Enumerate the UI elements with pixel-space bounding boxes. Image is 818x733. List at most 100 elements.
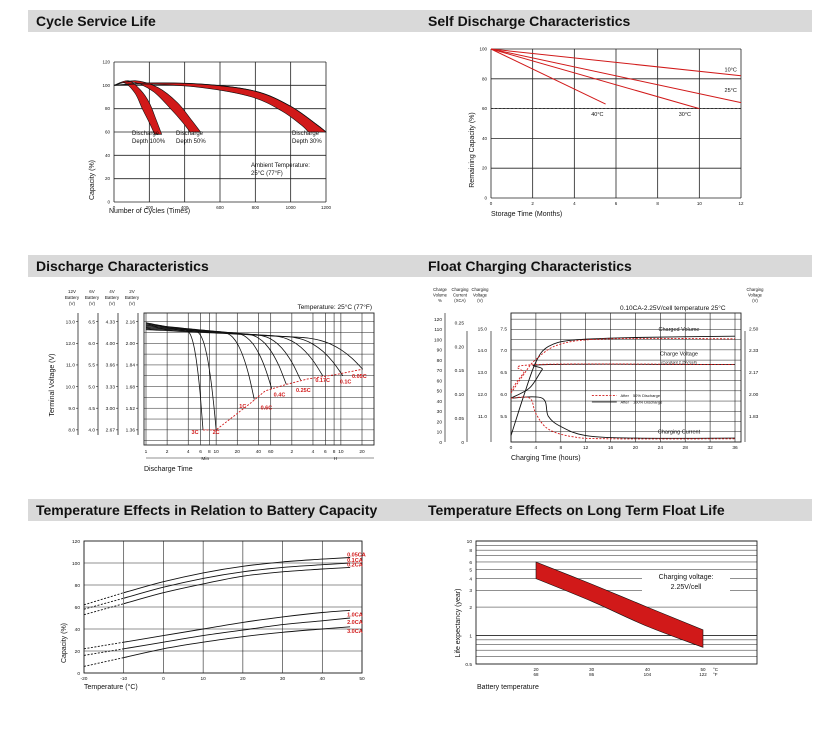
x-tick-label: 0 (162, 676, 165, 682)
x-tick-label: 0 (490, 201, 493, 206)
y-tick-label: 0 (107, 200, 110, 205)
x-tick-label: 12 (738, 201, 744, 206)
discharge-line-1 (490, 48, 742, 104)
scale-tick-label: 11.0 (66, 363, 75, 369)
series-label: 30°C (679, 112, 691, 118)
y-tick-label: 20 (482, 166, 488, 171)
series-label: Depth 100% (132, 139, 166, 145)
scale-header: 4V (109, 289, 115, 294)
capacity-curve-dashed-1 (83, 597, 124, 610)
legend-label: After (621, 393, 630, 398)
annotation-text: 0.10CA-2.25V/cell temperature 25°C (620, 304, 726, 312)
current-tick-label: 0.10 (455, 392, 465, 398)
volume-tick-label: 90 (437, 348, 443, 354)
scale-header: 2V (129, 289, 135, 294)
series-label: Depth 50% (176, 139, 206, 145)
x-axis-label: Charging Time (hours) (511, 455, 581, 462)
y-tick-label: 2 (469, 605, 472, 611)
rate-label: 2C (213, 430, 220, 436)
x-tick-label: 68 (533, 672, 539, 677)
annotation-box (642, 571, 730, 593)
x-tick-label: 30 (589, 667, 595, 672)
volume-tick-label: 110 (434, 327, 442, 333)
x-tick-label: 4 (187, 449, 190, 455)
temp-capacity-chart: -20 -10 0 10 20 30 40 500204060801001200.05CA0.… (61, 539, 366, 691)
right-tick-label: 2.17 (749, 370, 759, 376)
voltage-tick-label: 5.5 (500, 414, 507, 420)
x-tick-label: 8 (559, 445, 562, 451)
y-axis-label: Life expectancy (year) (455, 589, 462, 658)
x-tick-label: 8 (656, 201, 659, 206)
scale-header: (V) (69, 301, 76, 306)
volume-tick-label: 70 (437, 368, 443, 374)
series-label: 40°C (591, 112, 603, 118)
series-label: Discharge (292, 131, 320, 137)
self-discharge-title: Self Discharge Characteristics (420, 10, 812, 32)
y-tick-label: 8 (469, 548, 472, 554)
scale-tick-label: 5.0 (88, 384, 95, 390)
axis-header: Charge (433, 287, 447, 292)
x-tick-label: 0 (510, 445, 513, 451)
x-tick-label: 20 (633, 445, 639, 451)
axis-header: Charging (472, 287, 490, 292)
voltage-tick-label: 6.0 (500, 392, 507, 398)
capacity-curve-0 (123, 557, 351, 594)
y-tick-label: 60 (482, 106, 488, 111)
y-tick-label: 100 (479, 47, 487, 52)
scale-tick-label: 1.68 (126, 384, 136, 390)
y-tick-label: 60 (105, 130, 111, 135)
y-axis-label: Capacity (%) (89, 160, 96, 200)
right-tick-label: 2.50 (749, 326, 759, 332)
rate-label: 1C (239, 404, 246, 410)
charged-volume-red (510, 337, 736, 394)
y-tick-label: 10 (467, 539, 473, 545)
x-tick-label: 36 (732, 445, 738, 451)
x-tick-label: 4 (573, 201, 576, 206)
unit-label: Min (201, 456, 209, 462)
y-tick-label: 0.5 (465, 662, 472, 668)
float-charging-panel: Float Charging Characteristics 0 4 8 12 16 20… (420, 255, 812, 462)
scale-tick-label: 3.00 (106, 406, 116, 412)
float-life-chart: 0.5123456810206830864010450122°C°FChargi… (455, 539, 758, 691)
y-axis-label: Terminal Voltage (V) (49, 353, 56, 416)
unit-label: H (334, 456, 338, 462)
y-axis-label: Capacity (%) (61, 623, 68, 663)
life-band (535, 561, 704, 648)
scale-tick-label: 9.0 (68, 406, 75, 412)
series-label: 0.2CA (347, 562, 363, 568)
scale-header: (V) (89, 301, 96, 306)
discharge-curve-8 (145, 329, 364, 370)
x-tick-label: 1 (145, 449, 148, 455)
y-tick-label: 100 (72, 561, 80, 567)
charging-current-red (510, 396, 736, 440)
volume-tick-label: 80 (437, 358, 443, 364)
y-tick-label: 80 (105, 106, 111, 111)
voltage-tick-label: 7.5 (500, 326, 507, 332)
volume-tick-label: 60 (437, 378, 443, 384)
x-tick-label: 20 (240, 676, 246, 682)
series-label: 10°C (725, 67, 737, 73)
volume-tick-label: 10 (437, 430, 443, 436)
current-tick-label: 0.15 (455, 368, 465, 374)
scale-tick-label: 3.33 (106, 384, 116, 390)
y-tick-label: 80 (75, 583, 81, 589)
legend-label: 50% Discharge (633, 393, 661, 398)
series-label: 2.0CA (347, 620, 363, 626)
annotation-text: 25°C (77°F) (251, 171, 283, 177)
y-tick-label: 20 (75, 649, 81, 655)
series-label: Depth 30% (292, 139, 322, 145)
voltage-tick-label: 15.0 (478, 326, 488, 332)
x-tick-label: 50 (700, 667, 706, 672)
y-tick-label: 1 (469, 633, 472, 639)
x-axis-label: Battery temperature (477, 684, 539, 691)
rate-label: 0.1C (340, 379, 352, 385)
x-axis-label: Number of Cycles (Times) (109, 208, 190, 215)
x-unit-label: °F (713, 672, 718, 677)
y-tick-label: 40 (105, 153, 111, 158)
x-axis-label: Storage Time (Months) (491, 211, 562, 218)
scale-header: Battery (65, 295, 80, 300)
x-tick-label: 6 (324, 449, 327, 455)
discharge-curve-6 (145, 327, 324, 377)
scale-tick-label: 6.5 (88, 319, 95, 325)
cycle-life-title: Cycle Service Life (28, 10, 420, 32)
